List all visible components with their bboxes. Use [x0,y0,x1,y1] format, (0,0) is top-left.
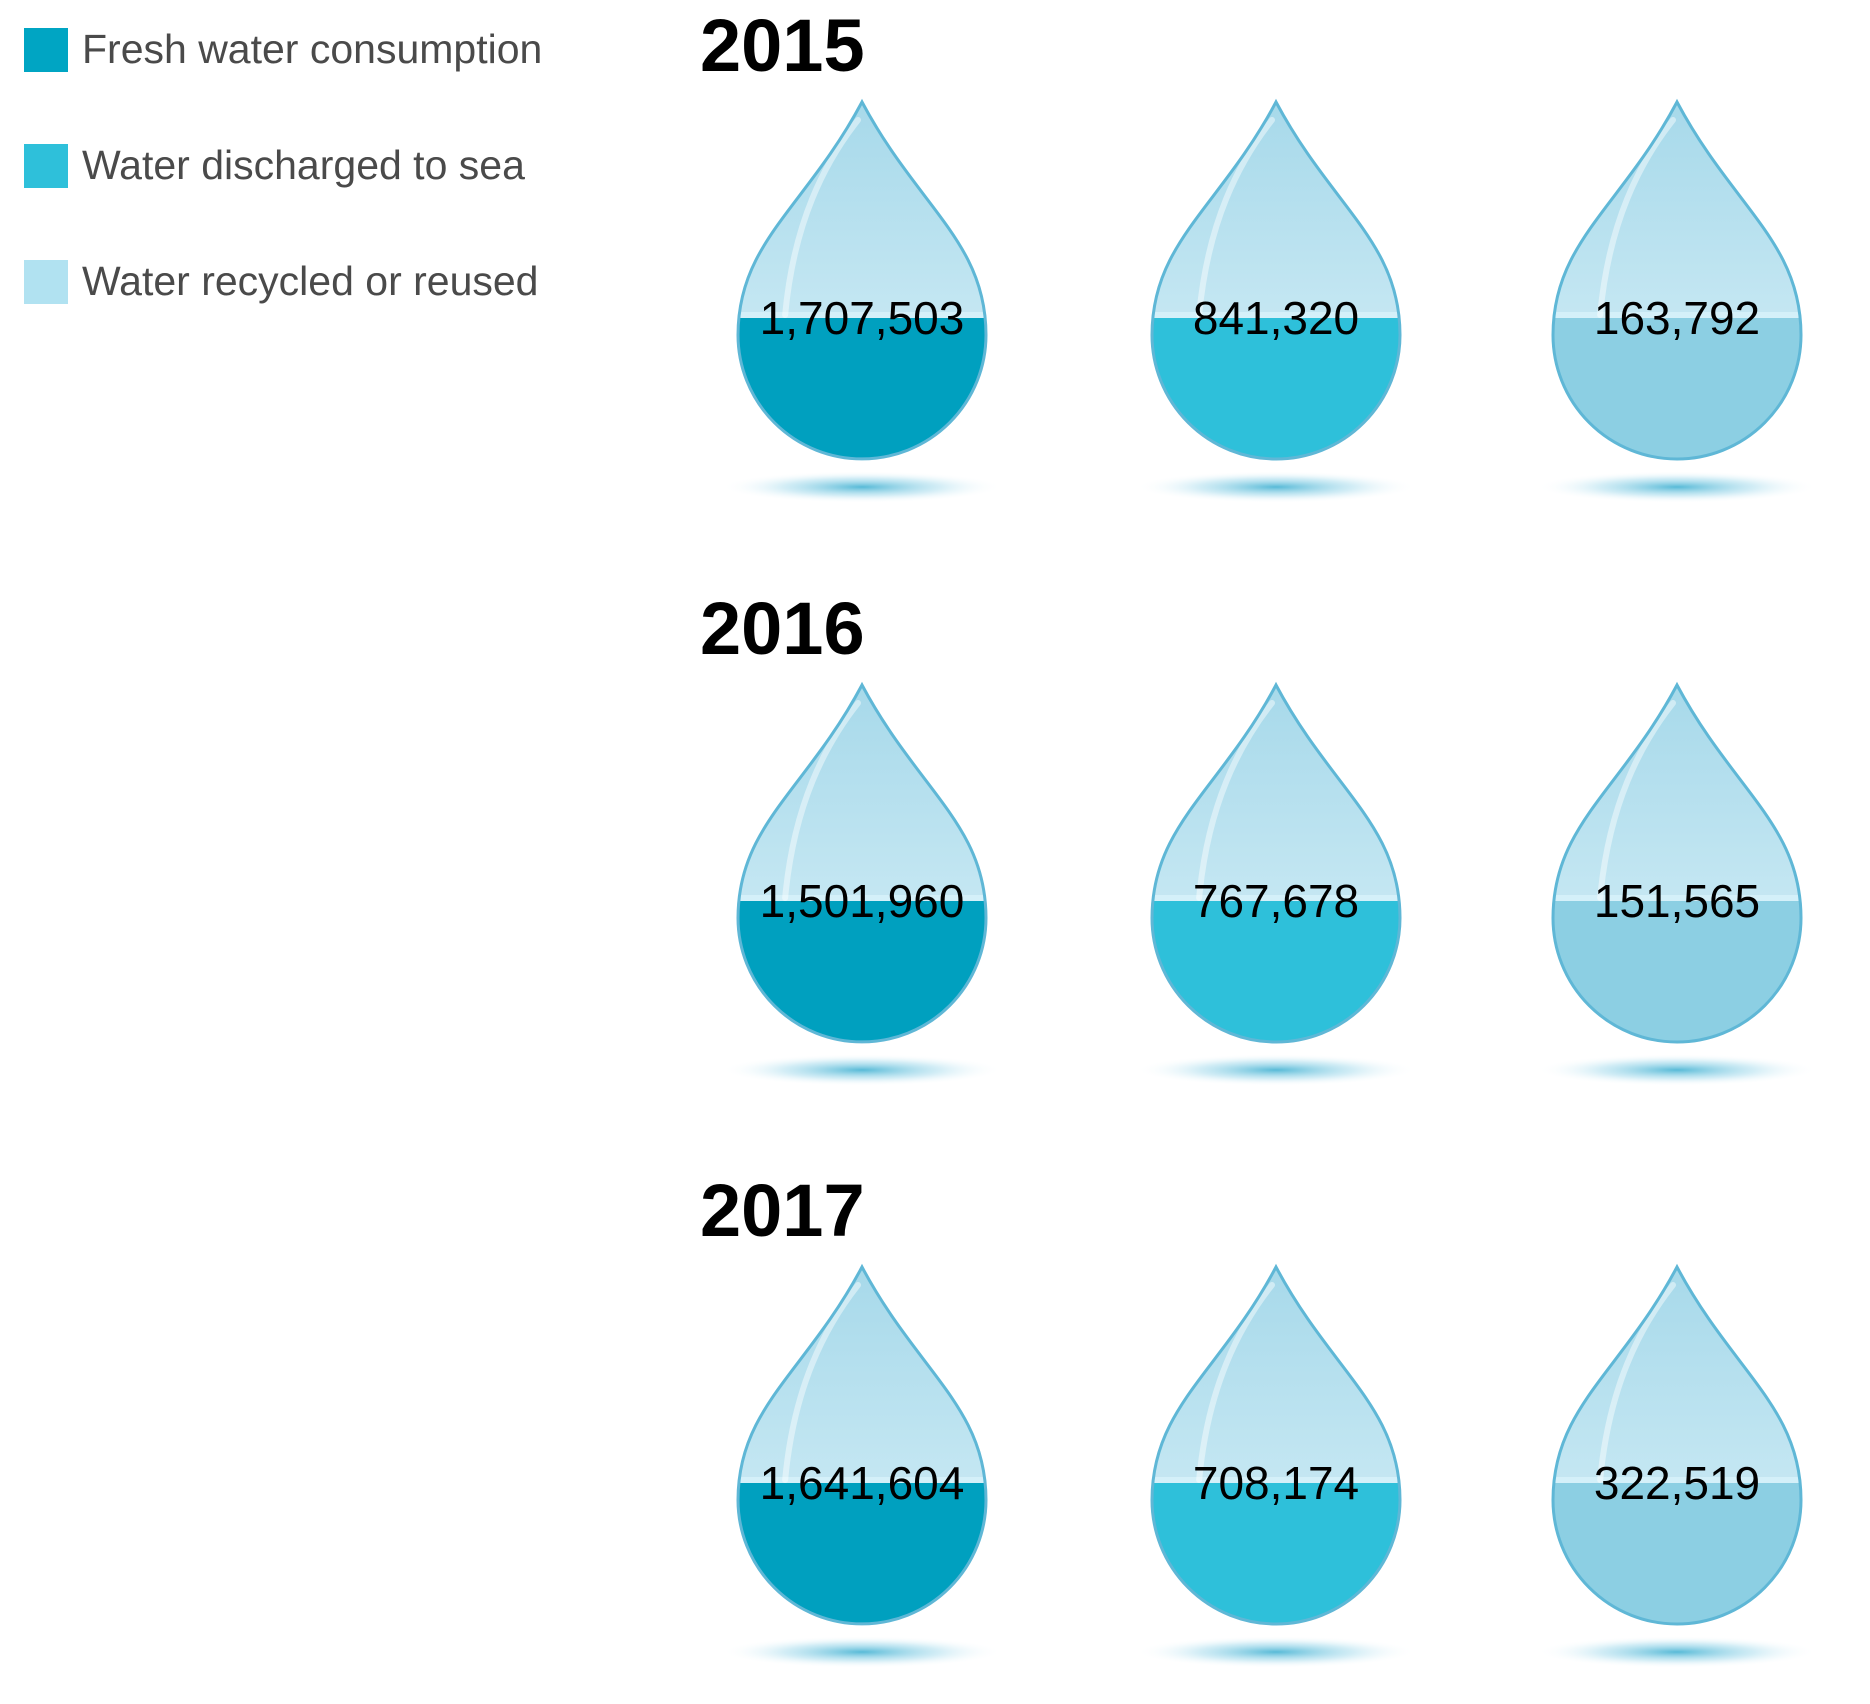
drop-highlight [1196,1282,1275,1483]
drop-outline [1551,681,1803,1044]
value-label-2017-2: 708,174 [1193,1457,1359,1509]
drop-highlight [782,700,861,901]
drop-surface [738,312,986,318]
value-label-2016-1: 1,501,960 [760,875,965,927]
drop-shadow [1537,1636,1817,1668]
drop-shadow [722,1054,1002,1086]
legend-swatch-recycled [24,260,68,304]
value-label-2016-2: 767,678 [1193,875,1359,927]
drop-highlight [1597,117,1676,318]
drop-outline [1150,681,1402,1044]
drop-highlight [1597,700,1676,901]
drop-outline [736,1263,988,1626]
drop-surface [1152,1477,1400,1483]
drop-outline [1551,1263,1803,1626]
drop-shadow [1136,471,1416,503]
year-label-2016: 2016 [700,587,865,670]
drop-shadow [1537,471,1817,503]
drop-shadow [1136,1636,1416,1668]
legend-swatch-discharged [24,144,68,188]
drop-shadow [722,471,1002,503]
drop-surface [1553,1477,1801,1483]
drop-shadow [1537,1054,1817,1086]
drop-highlight [1597,1282,1676,1483]
legend-label-fresh: Fresh water consumption [82,26,543,72]
legend-label-recycled: Water recycled or reused [82,258,539,304]
drop-highlight [782,117,861,318]
value-label-2015-2: 841,320 [1193,292,1359,344]
drop-outline [1150,1263,1402,1626]
legend-swatch-fresh [24,28,68,72]
drop-surface [738,1477,986,1483]
value-label-2017-3: 322,519 [1594,1457,1760,1509]
drop-surface [1553,312,1801,318]
drop-outline [1551,98,1803,461]
drop-outline [1150,98,1402,461]
drop-outline [736,98,988,461]
drop-surface [738,895,986,901]
legend-label-discharged: Water discharged to sea [82,142,525,188]
drop-outline [736,681,988,1044]
drop-shadow [722,1636,1002,1668]
year-label-2015: 2015 [700,4,865,87]
value-label-2015-1: 1,707,503 [760,292,965,344]
drop-surface [1152,895,1400,901]
drop-highlight [1196,700,1275,901]
drop-highlight [782,1282,861,1483]
value-label-2015-3: 163,792 [1594,292,1760,344]
value-label-2016-3: 151,565 [1594,875,1760,927]
drop-shadow [1136,1054,1416,1086]
drop-surface [1152,312,1400,318]
drop-surface [1553,895,1801,901]
year-label-2017: 2017 [700,1169,865,1252]
drop-highlight [1196,117,1275,318]
value-label-2017-1: 1,641,604 [760,1457,965,1509]
